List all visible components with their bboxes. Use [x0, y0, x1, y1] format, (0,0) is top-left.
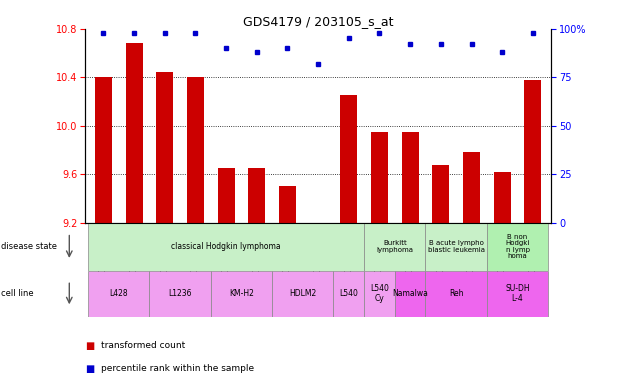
Bar [494, 172, 510, 223]
Bar [156, 73, 173, 223]
Bar [432, 165, 449, 223]
Bar [364, 223, 425, 271]
Bar [395, 271, 425, 317]
Bar [126, 43, 142, 223]
Text: classical Hodgkin lymphoma: classical Hodgkin lymphoma [171, 242, 281, 251]
Bar [364, 271, 395, 317]
Bar [487, 223, 548, 271]
Text: disease state: disease state [1, 242, 57, 251]
Bar [272, 271, 333, 317]
Bar [88, 271, 149, 317]
Text: transformed count: transformed count [101, 341, 185, 350]
Bar [425, 271, 487, 317]
Text: percentile rank within the sample: percentile rank within the sample [101, 364, 254, 373]
Bar [425, 223, 487, 271]
Bar [218, 168, 234, 223]
Text: B non
Hodgki
n lymp
homa: B non Hodgki n lymp homa [505, 234, 530, 260]
Title: GDS4179 / 203105_s_at: GDS4179 / 203105_s_at [243, 15, 393, 28]
Bar [88, 223, 364, 271]
Bar [248, 168, 265, 223]
Text: SU-DH
L-4: SU-DH L-4 [505, 285, 530, 303]
Text: B acute lympho
blastic leukemia: B acute lympho blastic leukemia [428, 240, 484, 253]
Text: L540: L540 [340, 289, 358, 298]
Bar [279, 186, 296, 223]
Text: ■: ■ [85, 364, 94, 374]
Bar [463, 152, 480, 223]
Text: L428: L428 [110, 289, 128, 298]
Text: Namalwa: Namalwa [392, 289, 428, 298]
Bar [340, 96, 357, 223]
Text: HDLM2: HDLM2 [289, 289, 316, 298]
Text: Burkitt
lymphoma: Burkitt lymphoma [376, 240, 413, 253]
Bar [333, 271, 364, 317]
Bar [211, 271, 272, 317]
Text: ■: ■ [85, 341, 94, 351]
Bar [371, 132, 388, 223]
Text: cell line: cell line [1, 289, 34, 298]
Bar [95, 77, 112, 223]
Bar [524, 80, 541, 223]
Text: L1236: L1236 [168, 289, 192, 298]
Bar [310, 223, 326, 225]
Text: L540
Cy: L540 Cy [370, 285, 389, 303]
Text: KM-H2: KM-H2 [229, 289, 254, 298]
Bar [187, 77, 204, 223]
Bar [402, 132, 418, 223]
Text: Reh: Reh [449, 289, 464, 298]
Bar [149, 271, 211, 317]
Bar [487, 271, 548, 317]
